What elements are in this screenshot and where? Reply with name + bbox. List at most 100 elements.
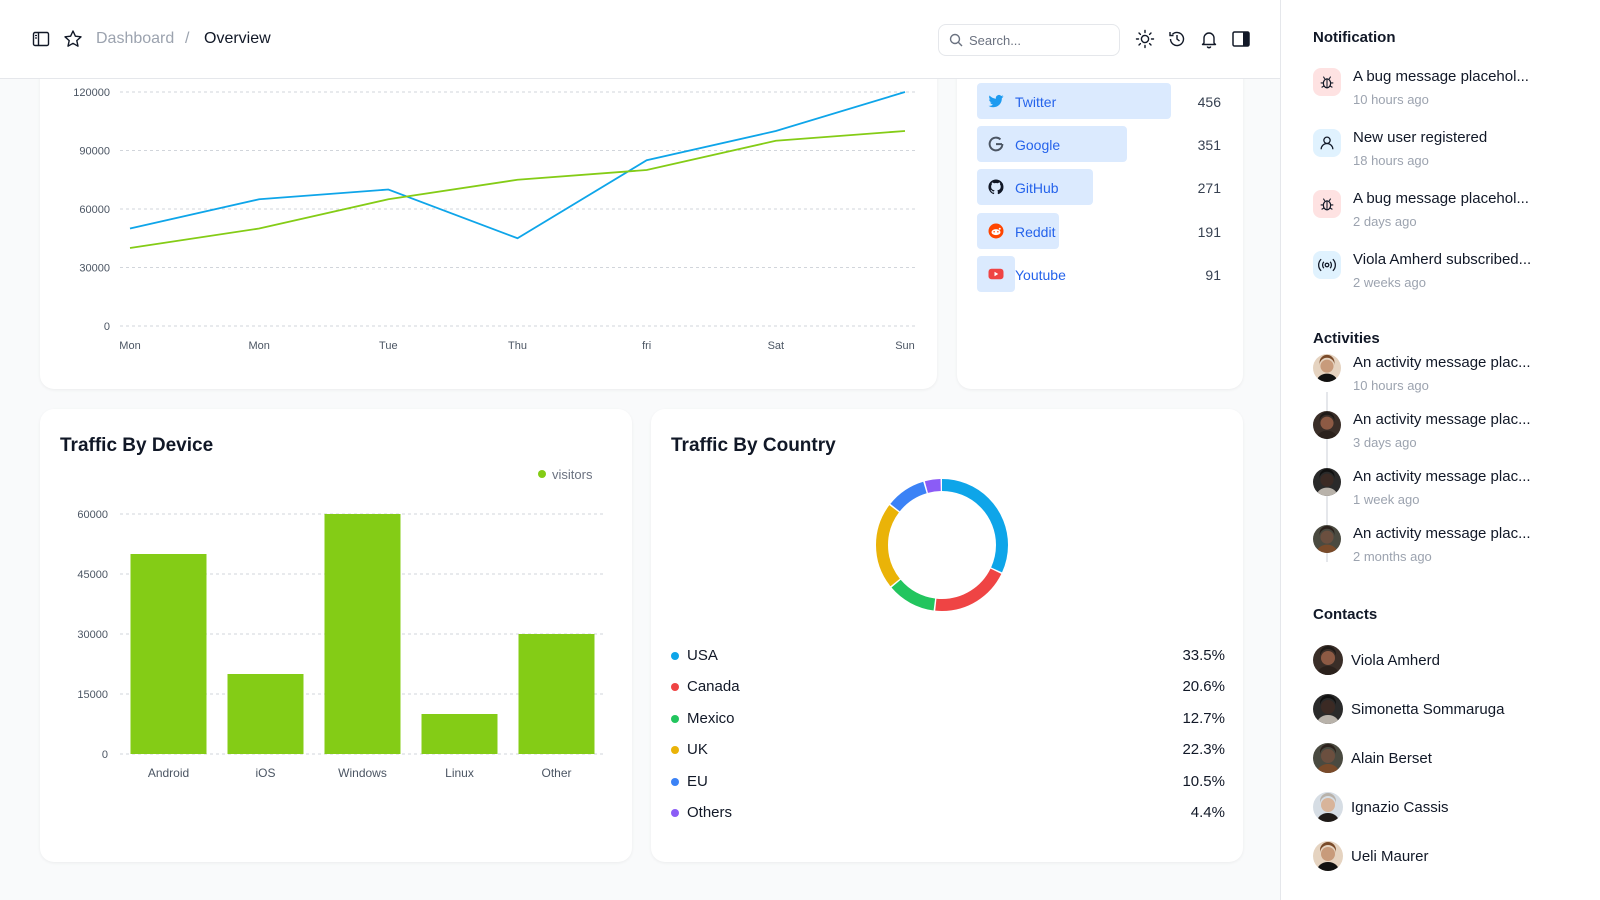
country-color-dot bbox=[671, 777, 679, 786]
panel-right-icon[interactable] bbox=[1230, 28, 1252, 50]
notifications-title: Notification bbox=[1313, 29, 1396, 46]
bar-chart-y-tick: 15000 bbox=[77, 689, 108, 701]
line-chart-x-tick: fri bbox=[642, 340, 651, 352]
country-percent: 33.5% bbox=[1182, 647, 1225, 664]
source-label[interactable]: Youtube bbox=[1015, 266, 1066, 283]
contact-name: Viola Amherd bbox=[1351, 652, 1440, 669]
notification-text: A bug message placehol... bbox=[1353, 68, 1529, 85]
country-color-dot bbox=[671, 652, 679, 660]
bar-chart-y-tick: 0 bbox=[102, 749, 108, 761]
notification-text: New user registered bbox=[1353, 129, 1488, 146]
breadcrumb-separator: / bbox=[185, 30, 190, 47]
country-name: Others bbox=[687, 804, 733, 821]
notification-text: Viola Amherd subscribed... bbox=[1353, 251, 1532, 268]
contact-item[interactable]: Ueli Maurer bbox=[1313, 841, 1573, 871]
source-row-youtube[interactable]: Youtube 91 bbox=[977, 255, 1221, 292]
notification-item[interactable]: A bug message placehol... 10 hours ago bbox=[1313, 68, 1583, 116]
contact-item[interactable]: Simonetta Sommaruga bbox=[1313, 694, 1573, 724]
activity-avatar bbox=[1313, 411, 1341, 439]
country-name: Canada bbox=[687, 678, 740, 696]
notification-text: A bug message placehol... bbox=[1353, 190, 1529, 207]
activity-item[interactable]: An activity message plac... 10 hours ago bbox=[1313, 354, 1583, 402]
contact-item[interactable]: Viola Amherd bbox=[1313, 645, 1573, 675]
activity-avatar bbox=[1313, 525, 1341, 553]
country-percent: 22.3% bbox=[1182, 741, 1225, 759]
bar-ios bbox=[227, 674, 304, 754]
line-chart-y-tick: 30000 bbox=[79, 263, 110, 275]
activity-text: An activity message plac... bbox=[1353, 354, 1531, 371]
bar-other bbox=[518, 634, 595, 754]
source-value: 91 bbox=[1205, 266, 1221, 283]
source-row-google[interactable]: Google 351 bbox=[977, 126, 1221, 163]
search-icon bbox=[949, 33, 963, 47]
source-row-github[interactable]: GitHub 271 bbox=[977, 169, 1221, 206]
notification-item[interactable]: Viola Amherd subscribed... 2 weeks ago bbox=[1313, 251, 1583, 299]
country-card-title: Traffic By Country bbox=[671, 435, 836, 456]
bar-chart-x-tick: Other bbox=[541, 766, 571, 780]
google-icon bbox=[987, 135, 1005, 153]
activities-title: Activities bbox=[1313, 330, 1380, 347]
contact-item[interactable]: Ignazio Cassis bbox=[1313, 792, 1573, 822]
line-series-2 bbox=[129, 130, 906, 249]
notification-item[interactable]: New user registered 18 hours ago bbox=[1313, 129, 1583, 177]
source-value: 271 bbox=[1197, 180, 1221, 197]
country-percent: 12.7% bbox=[1182, 709, 1225, 727]
activity-text: An activity message plac... bbox=[1353, 525, 1531, 542]
device-card-title: Traffic By Device bbox=[60, 435, 214, 456]
activity-time: 2 months ago bbox=[1353, 549, 1432, 564]
contact-avatar bbox=[1313, 743, 1343, 773]
source-label[interactable]: Reddit bbox=[1015, 223, 1056, 240]
notification-time: 18 hours ago bbox=[1353, 153, 1429, 168]
contact-avatar bbox=[1313, 645, 1343, 675]
line-chart-x-tick: Sun bbox=[895, 340, 915, 352]
line-chart-x-tick: Mon bbox=[119, 340, 140, 352]
country-row: USA 33.5% bbox=[671, 647, 1225, 667]
country-color-dot bbox=[671, 809, 679, 817]
activity-avatar bbox=[1313, 468, 1341, 496]
source-bar bbox=[977, 169, 1093, 206]
sidebar-toggle-icon[interactable] bbox=[30, 28, 52, 50]
source-row-reddit[interactable]: Reddit 191 bbox=[977, 212, 1221, 249]
user-icon bbox=[1313, 129, 1341, 157]
broadcast-icon bbox=[1313, 251, 1341, 279]
activity-text: An activity message plac... bbox=[1353, 411, 1531, 428]
activity-item[interactable]: An activity message plac... 1 week ago bbox=[1313, 468, 1583, 516]
bar-chart-y-tick: 30000 bbox=[77, 629, 108, 641]
source-bar bbox=[977, 83, 1171, 119]
contact-item[interactable]: Alain Berset bbox=[1313, 743, 1573, 773]
country-percent: 4.4% bbox=[1190, 804, 1225, 821]
donut-slice-canada bbox=[876, 479, 1008, 611]
bug-icon bbox=[1313, 190, 1341, 218]
top-header: Dashboard / Overview bbox=[0, 0, 1280, 79]
search-input[interactable] bbox=[969, 32, 1109, 48]
country-row: UK 22.3% bbox=[671, 741, 1225, 761]
bar-chart-x-tick: Android bbox=[148, 766, 189, 780]
sun-icon[interactable] bbox=[1134, 28, 1156, 50]
source-label[interactable]: GitHub bbox=[1015, 180, 1059, 197]
star-icon[interactable] bbox=[62, 28, 84, 50]
breadcrumb-parent[interactable]: Dashboard bbox=[96, 30, 175, 47]
bar-chart-x-tick: Windows bbox=[338, 766, 387, 780]
country-color-dot bbox=[671, 683, 679, 692]
bug-icon bbox=[1313, 68, 1341, 96]
country-color-dot bbox=[671, 714, 679, 723]
activity-item[interactable]: An activity message plac... 2 months ago bbox=[1313, 525, 1583, 573]
contact-name: Ignazio Cassis bbox=[1351, 799, 1449, 816]
search-box[interactable] bbox=[938, 24, 1120, 56]
history-icon[interactable] bbox=[1166, 28, 1188, 50]
notification-item[interactable]: A bug message placehol... 2 days ago bbox=[1313, 190, 1583, 238]
activity-item[interactable]: An activity message plac... 3 days ago bbox=[1313, 411, 1583, 459]
source-label[interactable]: Twitter bbox=[1015, 94, 1057, 110]
right-sidebar: Notification A bug message placehol... 10… bbox=[1280, 0, 1600, 900]
country-color-dot bbox=[671, 746, 679, 755]
bell-icon[interactable] bbox=[1198, 28, 1220, 50]
legend-label: visitors bbox=[552, 467, 593, 482]
contact-name: Alain Berset bbox=[1351, 750, 1432, 767]
contact-avatar bbox=[1313, 694, 1343, 724]
notification-time: 2 weeks ago bbox=[1353, 275, 1426, 290]
reddit-icon bbox=[987, 222, 1005, 240]
contact-name: Ueli Maurer bbox=[1351, 848, 1429, 865]
source-row-twitter[interactable]: Twitter 456 bbox=[977, 83, 1221, 119]
line-chart-x-tick: Mon bbox=[248, 340, 269, 352]
source-label[interactable]: Google bbox=[1015, 137, 1061, 154]
